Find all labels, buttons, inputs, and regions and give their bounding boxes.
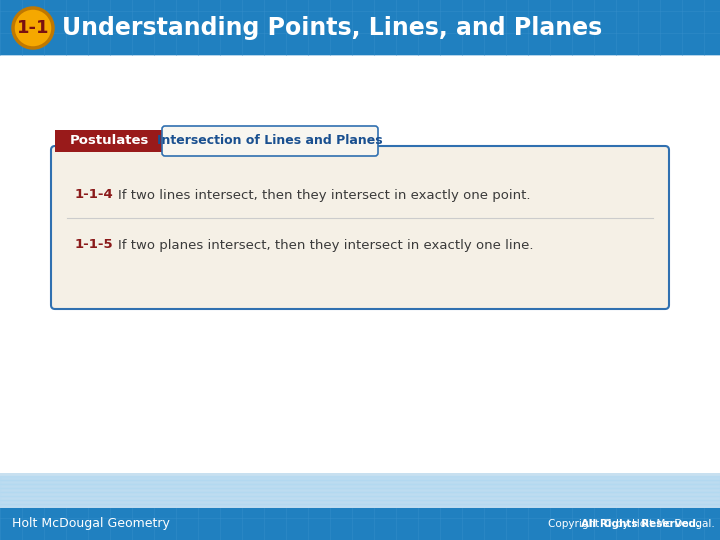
Text: Holt McDougal Geometry: Holt McDougal Geometry (12, 517, 170, 530)
Text: 1-1: 1-1 (17, 19, 49, 37)
Text: All Rights Reserved.: All Rights Reserved. (581, 519, 700, 529)
Text: Understanding Points, Lines, and Planes: Understanding Points, Lines, and Planes (62, 16, 602, 40)
Text: If two planes intersect, then they intersect in exactly one line.: If two planes intersect, then they inter… (118, 239, 534, 252)
Text: Intersection of Lines and Planes: Intersection of Lines and Planes (157, 134, 383, 147)
FancyBboxPatch shape (0, 508, 720, 540)
Text: 1-1-4: 1-1-4 (75, 188, 114, 201)
Text: Copyright © by Holt Mc Dougal.: Copyright © by Holt Mc Dougal. (548, 519, 718, 529)
Text: Postulates: Postulates (69, 134, 149, 147)
FancyBboxPatch shape (0, 0, 720, 55)
Circle shape (13, 8, 53, 48)
FancyBboxPatch shape (0, 473, 720, 508)
FancyBboxPatch shape (55, 130, 163, 152)
FancyBboxPatch shape (162, 126, 378, 156)
Text: 1-1-5: 1-1-5 (75, 239, 114, 252)
Text: If two lines intersect, then they intersect in exactly one point.: If two lines intersect, then they inters… (118, 188, 531, 201)
FancyBboxPatch shape (51, 146, 669, 309)
